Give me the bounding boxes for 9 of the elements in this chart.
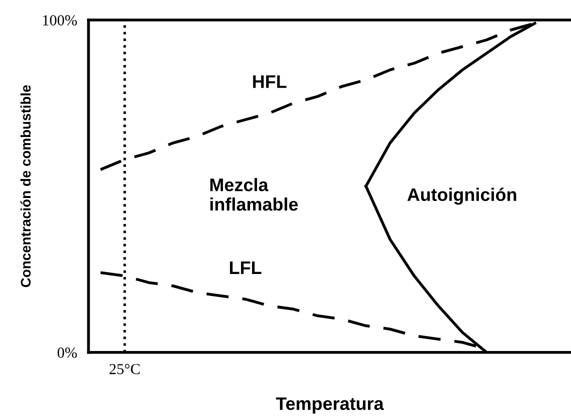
series-label: HFL	[253, 75, 286, 88]
y-tick-label: 100%	[43, 15, 77, 26]
x-axis-title: Temperatura	[276, 397, 384, 414]
annotation: Autoignición	[407, 188, 516, 205]
annotation: Mezcla inflamable	[210, 178, 298, 211]
x-tick-label: 25°C	[110, 364, 140, 374]
series-label: LFL	[230, 262, 262, 274]
y-axis-title: Concentración de combustible	[20, 85, 31, 288]
y-tick-label: 0%	[58, 348, 77, 358]
